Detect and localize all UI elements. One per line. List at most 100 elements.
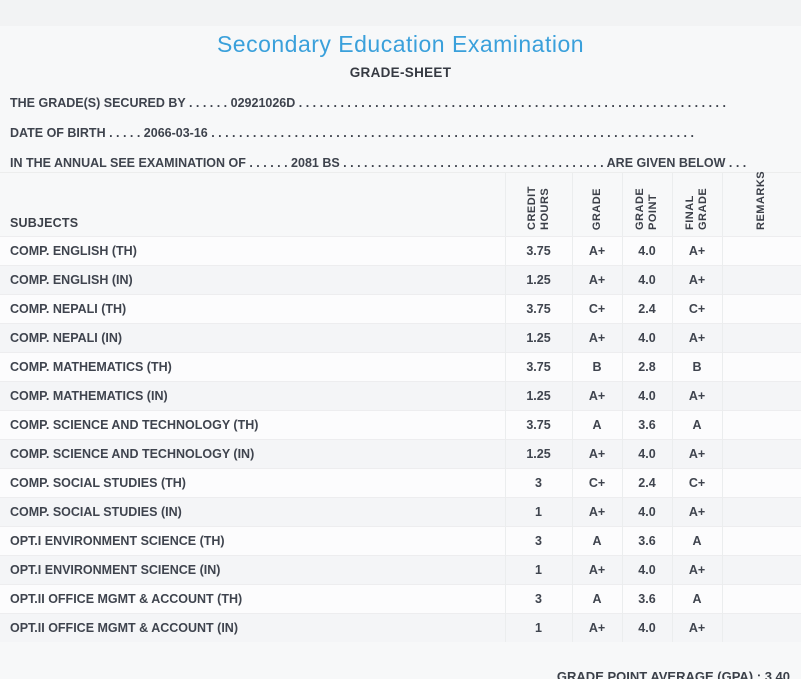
subject-cell: COMP. ENGLISH (IN) xyxy=(0,265,505,295)
subject-cell: COMP. NEPALI (TH) xyxy=(0,294,505,324)
subject-cell: COMP. SCIENCE AND TECHNOLOGY (TH) xyxy=(0,410,505,440)
grade-point-cell: 2.4 xyxy=(621,468,672,498)
remarks-cell xyxy=(721,497,801,527)
grade-point-cell: 4.0 xyxy=(621,555,672,585)
subject-cell: COMP. ENGLISH (TH) xyxy=(10,244,137,258)
table-row: COMP. NEPALI (TH) 3.75 C+ 2.4 C+ xyxy=(0,294,801,324)
candidate-symbol-number: 02921026D xyxy=(230,96,296,110)
final-grade-cell: A+ xyxy=(671,613,722,642)
grade-cell: A xyxy=(571,526,622,556)
leader-dots: . . . . . xyxy=(105,126,144,140)
table-row: OPT.II OFFICE MGMT & ACCOUNT (TH) 3 A 3.… xyxy=(0,584,801,614)
subject-cell: OPT.I ENVIRONMENT SCIENCE (IN) xyxy=(0,555,505,585)
subject-cell: COMP. NEPALI (IN) xyxy=(0,323,505,353)
grade-point-cell: 4.0 xyxy=(621,497,672,527)
table-row: COMP. SOCIAL STUDIES (IN) 1 A+ 4.0 A+ xyxy=(0,497,801,527)
credit-hours-cell: 3 xyxy=(504,526,572,556)
column-header-label: GRADE xyxy=(590,187,603,230)
final-grade-cell: A xyxy=(671,584,722,614)
grade-point-cell: 4.0 xyxy=(621,323,672,353)
final-grade-cell: B xyxy=(671,352,722,382)
grade-cell: A+ xyxy=(571,555,622,585)
credit-hours-cell: 3 xyxy=(504,584,572,614)
subject-cell: COMP. SOCIAL STUDIES (IN) xyxy=(0,497,505,527)
grade-cell: A+ xyxy=(571,323,622,353)
final-grade-cell: A+ xyxy=(671,381,722,411)
grade-cell: A xyxy=(571,410,622,440)
info-line-date-of-birth: DATE OF BIRTH . . . . . 2066-03-16 . . .… xyxy=(10,118,795,148)
column-header-label: CREDIT HOURS xyxy=(525,186,551,230)
subject-cell: OPT.I ENVIRONMENT SCIENCE (TH) xyxy=(0,526,505,556)
remarks-cell xyxy=(721,236,801,266)
leader-dots: . . . . . . . . . . . . . . . . . . . . … xyxy=(339,156,607,170)
table-row: COMP. MATHEMATICS (TH) 3.75 B 2.8 B xyxy=(0,352,801,382)
leader-dots: . . . . . . xyxy=(245,156,292,170)
final-grade-cell: C+ xyxy=(671,294,722,324)
remarks-cell xyxy=(721,613,801,642)
table-row: OPT.I ENVIRONMENT SCIENCE (IN) 1 A+ 4.0 … xyxy=(0,555,801,585)
column-header-final-grade: FINAL GRADE xyxy=(671,172,722,237)
remarks-cell xyxy=(721,526,801,556)
final-grade-cell: A+ xyxy=(671,236,722,266)
grade-point-cell: 4.0 xyxy=(621,265,672,295)
info-label: THE GRADE(S) SECURED BY xyxy=(10,96,186,110)
table-body: COMP. ENGLISH (TH) 3.75 A+ 4.0 A+ COMP. … xyxy=(0,236,801,642)
final-grade-cell: A+ xyxy=(671,497,722,527)
grade-cell: C+ xyxy=(571,294,622,324)
credit-hours-cell: 3 xyxy=(504,468,572,498)
grade-cell: C+ xyxy=(571,468,622,498)
table-row: COMP. SCIENCE AND TECHNOLOGY (IN) 1.25 A… xyxy=(0,439,801,469)
credit-hours-cell: 1 xyxy=(504,555,572,585)
grade-point-cell: 4.0 xyxy=(621,236,672,266)
page-subtitle: GRADE-SHEET xyxy=(349,65,452,80)
gpa-label: GRADE POINT AVERAGE (GPA) : xyxy=(556,669,765,679)
final-grade-cell: A xyxy=(671,526,722,556)
remarks-cell xyxy=(721,410,801,440)
grade-point-cell: 2.4 xyxy=(621,294,672,324)
grade-table: SUBJECTS CREDIT HOURS GRADE GRADE POINT … xyxy=(0,170,801,642)
credit-hours-cell: 3.75 xyxy=(504,410,572,440)
table-row: OPT.II OFFICE MGMT & ACCOUNT (IN) 1 A+ 4… xyxy=(0,613,801,642)
subject-cell: OPT.II OFFICE MGMT & ACCOUNT (IN) xyxy=(0,613,505,642)
header-band xyxy=(0,0,801,26)
final-grade-cell: A xyxy=(671,410,722,440)
date-of-birth-value: 2066-03-16 xyxy=(143,126,208,140)
info-line-grades-secured-by: THE GRADE(S) SECURED BY . . . . . . 0292… xyxy=(10,88,795,118)
table-row: COMP. MATHEMATICS (IN) 1.25 A+ 4.0 A+ xyxy=(0,381,801,411)
grade-point-cell: 3.6 xyxy=(621,584,672,614)
grade-cell: A xyxy=(571,584,622,614)
info-line-exam-year: IN THE ANNUAL SEE EXAMINATION OF . . . .… xyxy=(10,148,795,178)
grade-cell: B xyxy=(571,352,622,382)
credit-hours-cell: 3.75 xyxy=(504,352,572,382)
info-label: DATE OF BIRTH xyxy=(10,126,106,140)
table-header: SUBJECTS CREDIT HOURS GRADE GRADE POINT … xyxy=(0,170,801,237)
subject-cell: COMP. SOCIAL STUDIES (TH) xyxy=(0,468,505,498)
info-lines: THE GRADE(S) SECURED BY . . . . . . 0292… xyxy=(10,88,795,178)
grade-cell: A+ xyxy=(571,497,622,527)
grade-cell: A+ xyxy=(571,381,622,411)
column-header-label: GRADE POINT xyxy=(634,187,659,230)
grade-cell: A+ xyxy=(571,236,622,266)
final-grade-cell: A+ xyxy=(671,323,722,353)
remarks-cell xyxy=(721,323,801,353)
leader-dots: . . . . . . xyxy=(185,96,231,110)
credit-hours-cell: 3.75 xyxy=(504,294,572,324)
leader-dots: . . . . . . . . . . . . . . . . . . . . … xyxy=(295,96,726,110)
subject-cell: OPT.II OFFICE MGMT & ACCOUNT (TH) xyxy=(0,584,505,614)
grade-point-cell: 4.0 xyxy=(621,439,672,469)
info-suffix: ARE GIVEN BELOW . . . xyxy=(606,156,747,170)
remarks-cell xyxy=(721,439,801,469)
remarks-cell xyxy=(721,555,801,585)
column-header-label: FINAL GRADE xyxy=(684,187,709,230)
column-header-subjects: SUBJECTS xyxy=(0,172,505,237)
leader-dots: . . . . . . . . . . . . . . . . . . . . … xyxy=(207,126,694,140)
credit-hours-cell: 1.25 xyxy=(504,265,572,295)
grade-cell: A+ xyxy=(571,613,622,642)
grade-point-cell: 4.0 xyxy=(621,381,672,411)
column-header-grade-point: GRADE POINT xyxy=(621,172,672,237)
column-header-label: REMARKS xyxy=(755,170,768,230)
remarks-cell xyxy=(721,468,801,498)
info-label: IN THE ANNUAL SEE EXAMINATION OF xyxy=(10,156,246,170)
table-row: COMP. SOCIAL STUDIES (TH) 3 C+ 2.4 C+ xyxy=(0,468,801,498)
